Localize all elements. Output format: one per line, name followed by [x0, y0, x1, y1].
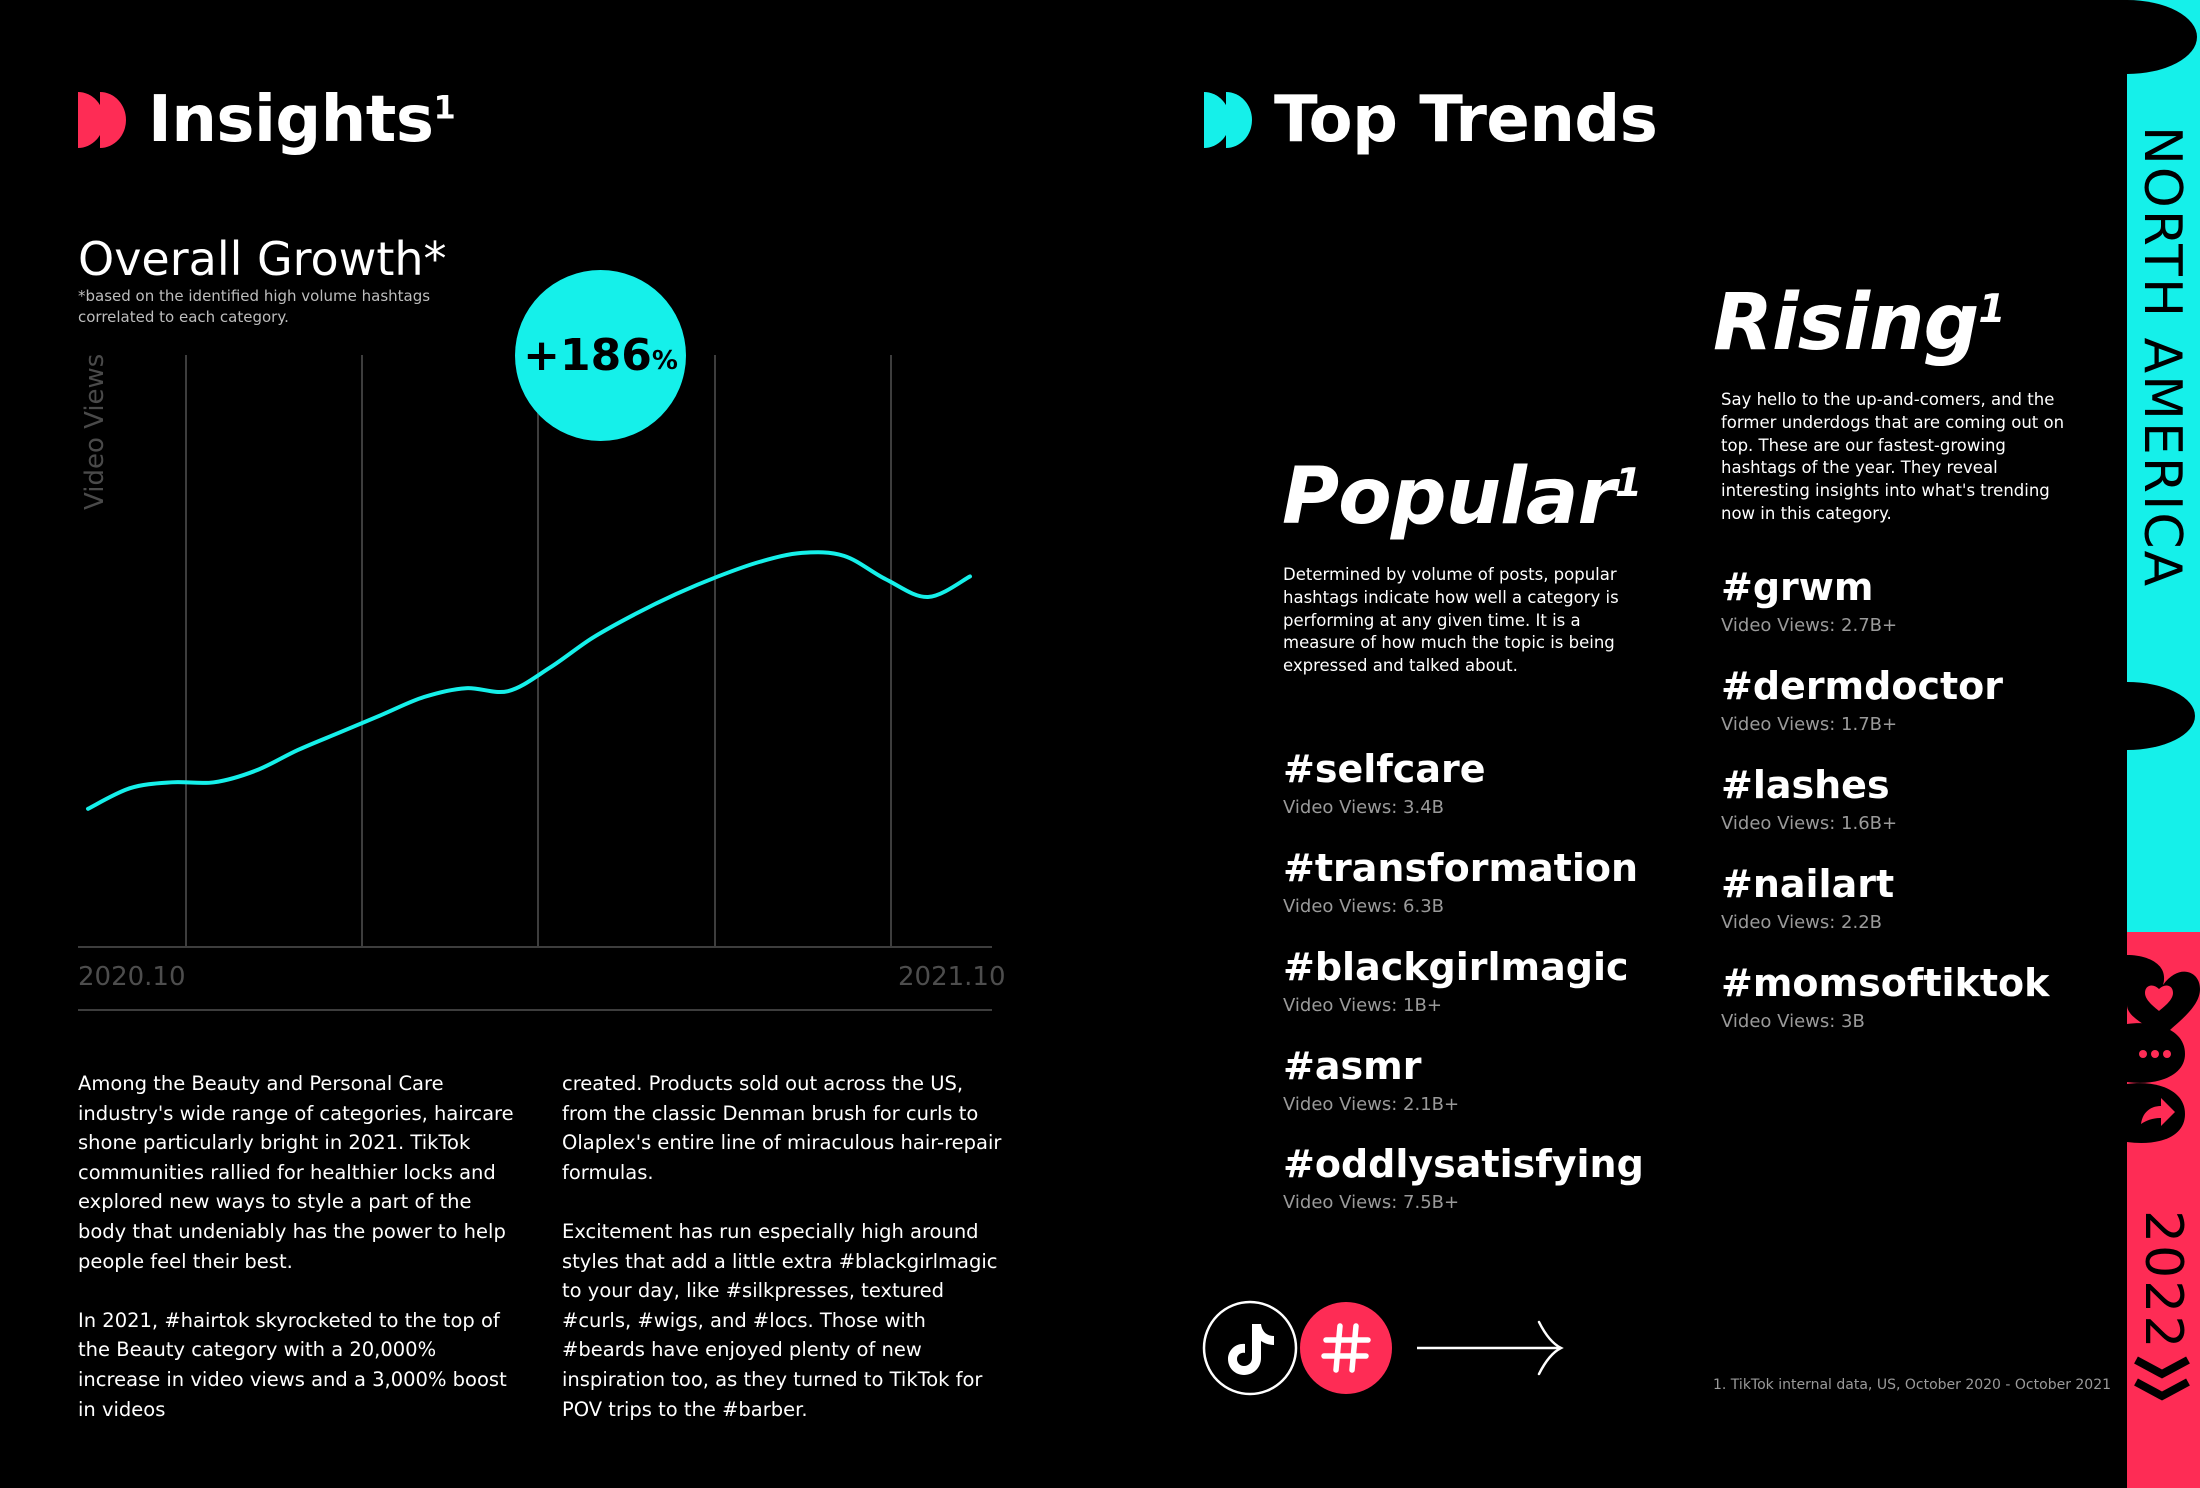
hashtag-label: #transformation [1283, 846, 1639, 890]
growth-series-line [86, 550, 972, 811]
x-tick-end: 2021.10 [898, 962, 1006, 992]
video-views: Video Views: 1.7B+ [1721, 714, 1898, 735]
popular-tag-item[interactable]: #oddlysatisfying Video Views: 7.5B+ [1283, 1145, 1644, 1213]
fast-forward-icon [1204, 92, 1252, 148]
video-views: Video Views: 2.2B [1721, 912, 1883, 933]
hashtag-label: #asmr [1283, 1044, 1422, 1088]
hashtag-label: #selfcare [1283, 747, 1486, 791]
popular-tag-item[interactable]: #transformation Video Views: 6.3B [1283, 849, 1638, 917]
rising-title: Rising1 [1713, 278, 2005, 368]
popular-tag-item[interactable]: #selfcare Video Views: 3.4B [1283, 750, 1485, 818]
body-paragraph: In 2021, #hairtok skyrocketed to the top… [78, 1308, 507, 1421]
footnote: 1. TikTok internal data, US, October 202… [1713, 1377, 2112, 1393]
video-views: Video Views: 3B [1721, 1011, 1865, 1032]
video-views: Video Views: 3.4B [1283, 797, 1445, 818]
body-paragraph: created. Products sold out across the US… [562, 1072, 1002, 1184]
popular-description: Determined by volume of posts, popular h… [1283, 565, 1619, 676]
insights-heading: Insights1 [78, 83, 456, 157]
popular-tag-item[interactable]: #blackgirlmagic Video Views: 1B+ [1283, 948, 1629, 1016]
popular-tag-item[interactable]: #asmr Video Views: 2.1B+ [1283, 1047, 1459, 1115]
rising-tag-item[interactable]: #grwm Video Views: 2.7B+ [1721, 568, 1897, 636]
video-views: Video Views: 1B+ [1283, 995, 1442, 1016]
rising-tag-item[interactable]: #momsoftiktok Video Views: 3B [1721, 964, 2049, 1032]
video-views: Video Views: 2.7B+ [1721, 615, 1898, 636]
trends-title: Top Trends [1274, 83, 1658, 157]
trends-heading: Top Trends [1204, 83, 1658, 157]
body-column-1: Among the Beauty and Personal Care indus… [78, 1069, 518, 1454]
video-views: Video Views: 1.6B+ [1721, 813, 1898, 834]
comment-icon [2127, 1023, 2185, 1083]
growth-badge: +186% [515, 270, 686, 441]
growth-badge-value: +186 [523, 330, 652, 381]
video-views: Video Views: 7.5B+ [1283, 1192, 1460, 1213]
chevrons-down-icon [2134, 1356, 2190, 1401]
x-tick-start: 2020.10 [78, 962, 186, 992]
hashtag-label: #momsoftiktok [1721, 961, 2050, 1005]
heart-icon [2127, 955, 2200, 1037]
hashtag-label: #dermdoctor [1721, 664, 2003, 708]
rising-tag-item[interactable]: #nailart Video Views: 2.2B [1721, 865, 1894, 933]
tiktok-icon[interactable] [1202, 1300, 1298, 1396]
popular-title: Popular1 [1282, 452, 1642, 542]
share-icon [2127, 1083, 2185, 1143]
hashtag-label: #blackgirlmagic [1283, 945, 1629, 989]
hashtag-icon[interactable] [1298, 1300, 1394, 1396]
rising-tag-item[interactable]: #dermdoctor Video Views: 1.7B+ [1721, 667, 2003, 735]
hashtag-label: #oddlysatisfying [1283, 1142, 1644, 1186]
strip-decorations [2127, 0, 2197, 750]
body-column-2: created. Products sold out across the US… [562, 1069, 1002, 1454]
region-strip-top [2127, 0, 2200, 932]
arrow-right-icon[interactable] [1415, 1318, 1565, 1378]
video-views: Video Views: 2.1B+ [1283, 1094, 1460, 1115]
region-label: NORTH AMERICA [2132, 126, 2192, 589]
body-paragraph: Excitement has run especially high aroun… [562, 1219, 998, 1421]
hashtag-label: #grwm [1721, 565, 1874, 609]
growth-note: *based on the identified high volume has… [78, 287, 431, 326]
rising-description: Say hello to the up-and-comers, and the … [1721, 390, 2065, 523]
growth-title: Overall Growth* [78, 232, 447, 286]
hashtag-label: #nailart [1721, 862, 1895, 906]
insights-title: Insights1 [148, 83, 456, 157]
hashtag-label: #lashes [1721, 763, 1890, 807]
video-views: Video Views: 6.3B [1283, 896, 1445, 917]
body-paragraph: Among the Beauty and Personal Care indus… [78, 1072, 514, 1273]
fast-forward-icon [78, 92, 126, 148]
year-label: 2022 [2133, 1210, 2193, 1351]
growth-badge-unit: % [651, 345, 678, 376]
rising-tag-item[interactable]: #lashes Video Views: 1.6B+ [1721, 766, 1897, 834]
